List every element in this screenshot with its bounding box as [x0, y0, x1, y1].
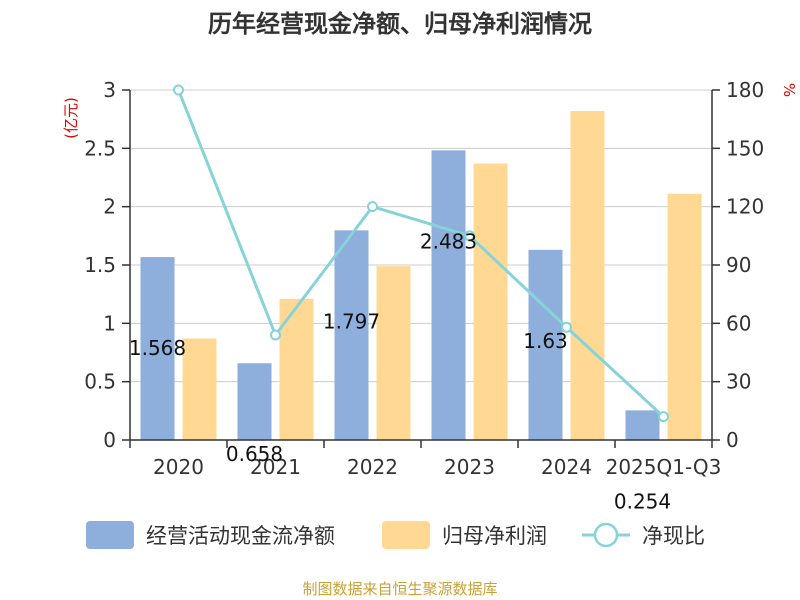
source-note: 制图数据来自恒生聚源数据库	[302, 580, 497, 598]
bar-cashflow	[528, 249, 563, 440]
x-axis-category-label: 2022	[347, 455, 398, 479]
bar-net-profit	[667, 193, 702, 440]
right-axis-tick-label: 0	[726, 428, 739, 452]
bars	[140, 111, 702, 441]
x-axis-category-label: 2024	[541, 455, 592, 479]
x-axis-category-label: 2025Q1-Q3	[606, 455, 722, 479]
right-axis-tick-label: 30	[726, 370, 751, 394]
bar-net-profit	[279, 298, 314, 440]
legend-label-cashflow: 经营活动现金流净额	[146, 524, 335, 548]
ratio-point	[658, 411, 669, 423]
legend-label-ratio: 净现比	[642, 524, 705, 548]
bar-cashflow	[625, 410, 660, 440]
legend-swatch-net-profit	[382, 521, 430, 549]
left-axis-tick-label: 3	[103, 78, 116, 102]
legend: 经营活动现金流净额 归母净利润 净现比	[86, 521, 705, 549]
left-axis-tick-label: 2	[103, 195, 116, 219]
left-axis-unit: (亿元)	[62, 97, 80, 139]
ratio-line-path	[177, 89, 665, 418]
left-axis-tick-label: 0.5	[84, 370, 116, 394]
bar-cashflow	[431, 150, 466, 441]
bar-cashflow	[140, 257, 175, 440]
right-axis-tick-label: 60	[726, 311, 751, 335]
ratio-point	[561, 321, 572, 333]
ratio-point	[367, 201, 378, 213]
data-label-cashflow: 1.797	[323, 309, 380, 333]
left-axis-tick-label: 1.5	[84, 253, 116, 277]
right-axis-tick-label: 90	[726, 253, 751, 277]
data-label-cashflow: 0.658	[226, 442, 283, 466]
ratio-point	[464, 230, 475, 242]
legend-swatch-cashflow	[86, 521, 134, 549]
right-axis-tick-label: 120	[726, 195, 764, 219]
right-axis-tick-label: 150	[726, 136, 764, 160]
legend-marker-ratio	[593, 522, 619, 548]
x-axis-category-label: 2023	[444, 455, 495, 479]
legend-label-net-profit: 归母净利润	[442, 524, 547, 548]
x-axis-category-label: 2020	[153, 455, 204, 479]
ratio-point	[270, 329, 281, 341]
chart-title: 历年经营现金净额、归母净利润情况	[208, 10, 592, 38]
data-label-cashflow: 1.568	[129, 336, 186, 360]
bar-net-profit	[473, 163, 508, 440]
data-label-cashflow: 2.483	[420, 229, 477, 253]
bar-net-profit	[182, 338, 217, 440]
data-label-cashflow: 1.63	[523, 329, 568, 353]
axes: 0 0 0.5 30 1 60 1.5 90 2 120 2.5 150 3 180 2020 2021 202…	[84, 78, 764, 479]
ratio-point	[173, 84, 184, 96]
left-axis-tick-label: 1	[103, 311, 116, 335]
bar-net-profit	[376, 266, 411, 440]
left-axis-tick-label: 0	[103, 428, 116, 452]
bar-cashflow	[334, 230, 369, 440]
left-axis-tick-label: 2.5	[84, 136, 116, 160]
ratio-line	[173, 84, 669, 423]
right-axis-unit: %	[780, 83, 798, 97]
data-label-cashflow: 0.254	[614, 489, 671, 513]
gridlines	[130, 89, 712, 383]
bar-net-profit	[570, 111, 605, 440]
right-axis-tick-label: 180	[726, 78, 764, 102]
data-labels: 1.568 0.658 1.797 2.483 1.63 0.254	[129, 229, 671, 513]
bar-cashflow	[237, 363, 272, 440]
x-axis-category-label: 2021	[250, 455, 301, 479]
